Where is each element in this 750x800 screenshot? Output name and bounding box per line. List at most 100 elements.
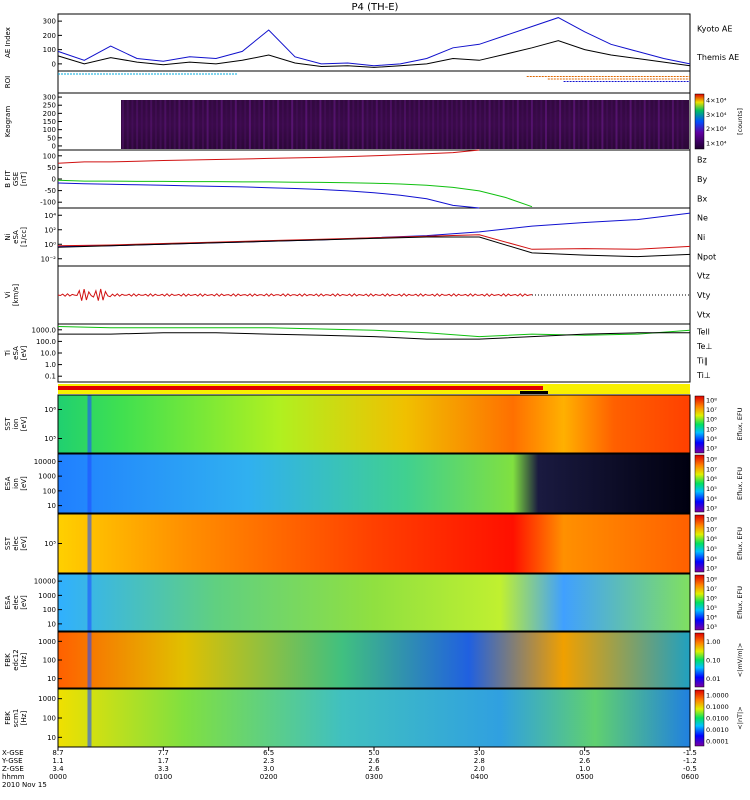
keogram-streak bbox=[465, 100, 468, 149]
xaxis-tick-label-t: 0500 bbox=[576, 773, 594, 781]
esa-elec-disturbance bbox=[87, 574, 92, 631]
keogram-colorbar-label: 3×10⁴ bbox=[706, 111, 727, 119]
keogram-streak bbox=[408, 100, 411, 149]
esa-elec-colorbar bbox=[694, 574, 705, 631]
keogram-streak bbox=[667, 100, 670, 149]
velocity-trace bbox=[57, 288, 533, 301]
fbk-b-colorbar-label: 0.0100 bbox=[706, 715, 729, 723]
temperature-ylabel: Ti bbox=[4, 350, 12, 357]
bfield-series-line-2 bbox=[57, 182, 480, 209]
xaxis-tick-label-t: 0300 bbox=[365, 773, 383, 781]
keogram-streak bbox=[596, 100, 599, 149]
keogram-streak bbox=[446, 100, 449, 149]
keogram-streak bbox=[479, 100, 482, 149]
fbk-b-ylabel: [Hz] bbox=[20, 711, 28, 726]
fbk-b-colorbar-label: 0.1000 bbox=[706, 703, 729, 711]
xaxis-tick-label-t: 0000 bbox=[49, 773, 67, 781]
density-panel-frame bbox=[57, 207, 691, 267]
bfield-ytick-label: 0 bbox=[52, 176, 56, 184]
keogram-streak bbox=[211, 100, 214, 149]
esa-elec-ytick-label: 10 bbox=[47, 620, 56, 628]
keogram-streak bbox=[333, 100, 336, 149]
esa-ion-ylabel: [eV] bbox=[20, 476, 28, 491]
keogram-streak bbox=[371, 100, 374, 149]
temperature-ytick-label: 0.1 bbox=[45, 373, 56, 381]
keogram-streak bbox=[183, 100, 186, 149]
keogram-streak bbox=[592, 100, 594, 149]
esa-ion-colorbar-label: 10⁴ bbox=[706, 495, 717, 503]
keogram-streak bbox=[389, 100, 392, 149]
keogram-streak bbox=[140, 100, 143, 149]
keogram-streak bbox=[681, 100, 684, 149]
density-ytick-label: 10⁴ bbox=[44, 212, 56, 220]
sst-ion-ytick-label: 10⁵ bbox=[44, 435, 56, 443]
keogram-streak bbox=[563, 100, 566, 149]
sst-elec-disturbance bbox=[87, 514, 92, 573]
density-ylabel: [1/cc] bbox=[20, 227, 28, 247]
keogram-streak bbox=[648, 100, 651, 149]
sst-elec-ytick-label: 10⁵ bbox=[44, 540, 56, 548]
esa-elec-colorbar-label: 10⁶ bbox=[706, 594, 717, 602]
keogram-streak bbox=[126, 100, 129, 149]
esa-elec-ytick-label: 10000 bbox=[34, 578, 56, 586]
keogram-streak bbox=[474, 100, 477, 149]
xaxis-tick-label-t: 0400 bbox=[470, 773, 488, 781]
esa-elec-colorbar-label: 10⁷ bbox=[706, 585, 717, 593]
keogram-streak bbox=[187, 100, 190, 149]
keogram-streak bbox=[173, 100, 176, 149]
sst-elec-colorbar-label: 10³ bbox=[706, 565, 717, 573]
sst-ion-frame bbox=[57, 394, 691, 454]
keogram-streak bbox=[671, 100, 674, 149]
ae-ytick-label: 200 bbox=[43, 32, 56, 40]
keogram-streak bbox=[610, 100, 613, 149]
density-series-line-2 bbox=[57, 236, 691, 258]
sst-elec-colorbar bbox=[694, 514, 705, 573]
keogram-colorbar-label: 2×10⁴ bbox=[706, 125, 727, 133]
fbk-b-disturbance bbox=[87, 689, 92, 747]
xaxis-tick-label-t: 0200 bbox=[260, 773, 278, 781]
esa-ion-colorbar-label: 10⁵ bbox=[706, 485, 717, 493]
xaxis-tick-label-z: 2.6 bbox=[368, 765, 380, 773]
keogram-streak bbox=[512, 100, 515, 149]
keogram-streak bbox=[582, 100, 585, 149]
keogram-streak bbox=[629, 100, 632, 149]
keogram-colorbar bbox=[694, 93, 705, 150]
temperature-ytick-label: 1000.0 bbox=[32, 326, 57, 334]
keogram-streak bbox=[568, 100, 571, 149]
keogram-streak bbox=[220, 100, 223, 149]
keogram-streak bbox=[305, 100, 308, 149]
keogram-streak bbox=[281, 100, 284, 149]
temperature-ytick-label: 100.0 bbox=[36, 338, 56, 346]
keogram-streak bbox=[404, 100, 406, 149]
fbk-b-ytick-label: 100 bbox=[43, 715, 56, 723]
density-series-line-1 bbox=[57, 234, 691, 250]
ae-ytick-label: 0 bbox=[52, 60, 56, 68]
keogram-ytick-label: 200 bbox=[43, 110, 56, 118]
temperature-legend-entry: Ti∥ bbox=[696, 356, 708, 365]
bfield-ytick-label: -50 bbox=[45, 187, 56, 195]
keogram-streak bbox=[573, 100, 576, 149]
keogram-streak bbox=[159, 100, 162, 149]
xaxis-row-label: Y-GSE bbox=[1, 757, 23, 765]
bfield-legend-entry: Bx bbox=[697, 194, 707, 203]
keogram-streak bbox=[164, 100, 167, 149]
sst-elec-colorbar-unit: Eflux, EFU bbox=[736, 527, 744, 560]
keogram-streak bbox=[535, 100, 538, 149]
xaxis-tick-label-y: 2.3 bbox=[263, 757, 274, 765]
keogram-streak bbox=[192, 100, 195, 149]
fbk-e-colorbar-unit: <|mV/m|> bbox=[736, 643, 744, 678]
xaxis-tick-label-x: 0.5 bbox=[579, 749, 590, 757]
velocity-legend-entry: Vtz bbox=[697, 272, 710, 281]
keogram-streak bbox=[352, 100, 355, 149]
keogram-streak bbox=[206, 100, 209, 149]
ae-ytick-label: 100 bbox=[43, 46, 56, 54]
keogram-blank bbox=[59, 94, 121, 149]
velocity-legend-entry: Vty bbox=[697, 291, 711, 300]
fbk-b-colorbar-unit: <|nT|> bbox=[736, 706, 744, 729]
fbk-b-colorbar-label: 1.0000 bbox=[706, 691, 729, 699]
velocity-ylabel: [km/s] bbox=[12, 284, 20, 307]
keogram-overlay bbox=[121, 100, 689, 149]
fbk-e-colorbar-label: 0.10 bbox=[706, 657, 720, 665]
keogram-streak bbox=[620, 100, 623, 149]
temperature-ylabel: [eV] bbox=[20, 345, 28, 360]
